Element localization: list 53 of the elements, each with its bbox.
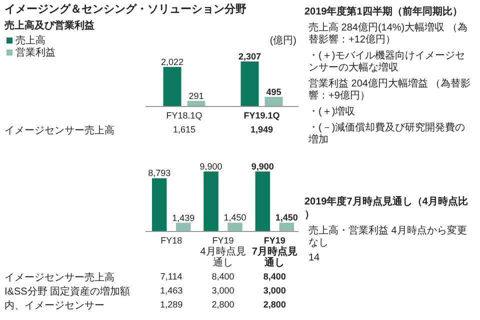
text: 内、イメージセンサー: [4, 300, 104, 312]
legend-label: 売上高: [16, 34, 46, 46]
data-label: 291: [188, 90, 204, 101]
text: イメージセンサー売上高: [4, 124, 114, 136]
bar: [279, 222, 294, 232]
data-label: 9,900: [200, 162, 222, 172]
data-label: 2,307: [238, 52, 262, 62]
text: 2,800: [212, 300, 234, 310]
text: 3,000: [263, 286, 286, 296]
bar: [176, 222, 191, 232]
data-label: 9,900: [251, 162, 274, 172]
text: I&SS分野 固定資産の増加額: [4, 286, 130, 298]
y-axis-title: (億円): [270, 34, 297, 46]
text: 営業利益 204億円大幅増益 （為替影響：+9億円）: [308, 78, 471, 102]
text: 8,400: [212, 272, 234, 282]
text: 1,949: [250, 124, 274, 134]
text: 1,615: [172, 124, 196, 134]
data-label: 1,439: [172, 212, 195, 223]
text: 3,000: [212, 286, 234, 296]
legend-label: 営業利益: [16, 46, 56, 58]
text: 売上高・営業利益 4月時点から変更なし: [308, 224, 467, 248]
data-label: 8,793: [148, 168, 171, 178]
text: 2019年度7月時点見通し（4月時点比）: [304, 196, 468, 220]
data-label: 495: [266, 86, 282, 97]
text: ・(＋)モバイル機器向けイメージセンサーの大幅な増収: [308, 50, 466, 74]
data-label: 1,450: [224, 212, 246, 223]
text: 2,800: [263, 300, 286, 310]
bar: [152, 178, 167, 232]
text: 14: [308, 252, 320, 264]
bar: [204, 172, 218, 232]
text: 売上高 284億円(14%)大幅増収 （為替影響：+12億円）: [308, 22, 468, 46]
x-tick-label: FY19 7月時点見通し: [252, 236, 298, 268]
data-label: 2,022: [160, 57, 184, 68]
x-tick-label: FY18: [160, 236, 182, 246]
x-tick-label: FY19 4月時点見通し: [200, 236, 246, 268]
text: 2019年度第1四半期（前年同期比）: [304, 6, 462, 18]
x-tick-label: FY19.1Q: [244, 110, 280, 120]
text: 8,400: [263, 272, 286, 282]
data-label: 1,450: [275, 212, 298, 223]
chart-title: イメージング＆センシング・ソリューション分野: [4, 2, 246, 16]
text: イメージセンサー売上高: [4, 272, 114, 284]
text: 7,114: [160, 272, 182, 282]
bar: [228, 222, 242, 232]
text: 売上高及び営業利益: [4, 20, 94, 32]
bar: [163, 67, 182, 106]
text: ・(＋)増収: [308, 106, 356, 118]
text: 1,289: [160, 300, 183, 310]
text: ・(－)減価償却費及び研究開発費の増加: [308, 122, 466, 146]
bar: [264, 96, 283, 106]
bar: [255, 172, 270, 232]
bar: [240, 62, 259, 106]
x-tick-label: FY18.1Q: [166, 110, 202, 120]
text: 1,463: [160, 286, 183, 296]
